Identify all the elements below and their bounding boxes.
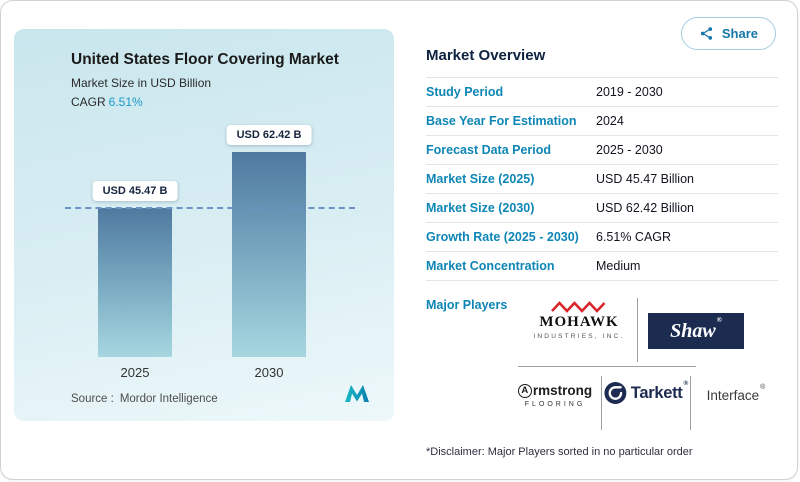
shaw-reg-mark: ®	[716, 316, 722, 324]
row-value: 6.51% CAGR	[596, 230, 672, 244]
x-tick-2030: 2030	[254, 365, 284, 380]
mohawk-logo: MOHAWK INDUSTRIES, INC.	[526, 301, 632, 340]
disclaimer-text: *Disclaimer: Major Players sorted in no …	[426, 446, 693, 458]
armstrong-wordmark-rest: rmstrong	[532, 383, 593, 398]
row-value: USD 62.42 Billion	[596, 201, 694, 215]
table-row: Growth Rate (2025 - 2030) 6.51% CAGR	[426, 223, 778, 252]
cagr-line: CAGR 6.51%	[71, 95, 384, 109]
row-label: Growth Rate (2025 - 2030)	[426, 230, 579, 244]
armstrong-subtext: FLOORING	[524, 401, 586, 408]
mordor-intelligence-logo	[345, 385, 369, 402]
table-row: Base Year For Estimation 2024	[426, 107, 778, 136]
mohawk-wordmark: MOHAWK	[539, 314, 619, 330]
tarkett-circle-icon	[604, 382, 627, 404]
shaw-logo: Shaw®	[648, 313, 744, 349]
row-value: 2024	[596, 114, 624, 128]
tarkett-logo: Tarkett®	[604, 380, 688, 406]
share-button-label: Share	[721, 26, 758, 41]
x-tick-2025: 2025	[120, 365, 150, 380]
cagr-label: CAGR	[71, 95, 106, 109]
armstrong-circle-a-icon: A	[517, 383, 532, 398]
major-players-label: Major Players	[426, 298, 508, 312]
table-row: Market Size (2030) USD 62.42 Billion	[426, 194, 778, 223]
value-label-2030: USD 62.42 B	[226, 125, 312, 145]
logo-grid-divider	[518, 366, 696, 367]
tarkett-reg-mark: ®	[683, 379, 689, 387]
row-label: Base Year For Estimation	[426, 114, 577, 128]
logo-grid-divider	[690, 376, 691, 430]
x-axis: 2025 2030	[72, 365, 348, 383]
tarkett-wordmark: Tarkett®	[630, 380, 688, 403]
source-row: Source : Mordor Intelligence	[71, 393, 218, 405]
row-label: Study Period	[426, 85, 504, 99]
bar-2030	[232, 152, 306, 357]
overview-table: Study Period 2019 - 2030 Base Year For E…	[426, 77, 778, 281]
interface-wordmark: Interface®	[706, 384, 766, 403]
reference-dashed-line	[65, 207, 355, 209]
row-value: 2025 - 2030	[596, 143, 663, 157]
cagr-value: 6.51%	[108, 95, 143, 109]
chart-header: United States Floor Covering Market Mark…	[14, 29, 394, 109]
tarkett-wordmark-text: Tarkett	[630, 383, 683, 402]
major-players-band: Major Players MOHAWK INDUSTRIES, INC. Sh…	[426, 294, 778, 436]
table-row: Market Size (2025) USD 45.47 Billion	[426, 165, 778, 194]
row-label: Market Size (2025)	[426, 172, 535, 186]
row-value: 2019 - 2030	[596, 85, 663, 99]
logo-grid-divider	[637, 298, 638, 362]
interface-reg-mark: ®	[760, 383, 766, 391]
value-label-2025: USD 45.47 B	[92, 181, 178, 201]
chart-panel: United States Floor Covering Market Mark…	[14, 29, 394, 421]
source-label: Source :	[71, 393, 114, 405]
mohawk-subtext: INDUSTRIES, INC.	[533, 333, 625, 340]
row-label: Market Concentration	[426, 259, 555, 273]
table-row: Study Period 2019 - 2030	[426, 78, 778, 107]
table-row: Forecast Data Period 2025 - 2030	[426, 136, 778, 165]
chart-title: United States Floor Covering Market	[71, 51, 339, 68]
source-value: Mordor Intelligence	[119, 393, 218, 405]
market-overview-section: Market Overview Study Period 2019 - 2030…	[426, 47, 778, 458]
row-label: Forecast Data Period	[426, 143, 552, 157]
chart-subtitle: Market Size in USD Billion	[71, 76, 212, 90]
overview-title: Market Overview	[426, 47, 546, 64]
shaw-wordmark-text: Shaw	[670, 320, 716, 342]
logo-grid-divider	[601, 376, 602, 430]
bar-2025	[98, 208, 172, 357]
shaw-wordmark: Shaw®	[670, 317, 722, 342]
table-row: Market Concentration Medium	[426, 252, 778, 281]
share-button[interactable]: Share	[680, 17, 776, 50]
share-icon	[700, 27, 712, 40]
bar-chart-plot: USD 45.47 B USD 62.42 B	[65, 124, 355, 357]
row-value: USD 45.47 Billion	[596, 172, 694, 186]
interface-wordmark-text: Interface	[706, 387, 760, 403]
interface-logo: Interface®	[694, 382, 778, 408]
row-label: Market Size (2030)	[426, 201, 535, 215]
mohawk-zigzag-icon	[551, 301, 606, 313]
row-value: Medium	[596, 259, 641, 273]
